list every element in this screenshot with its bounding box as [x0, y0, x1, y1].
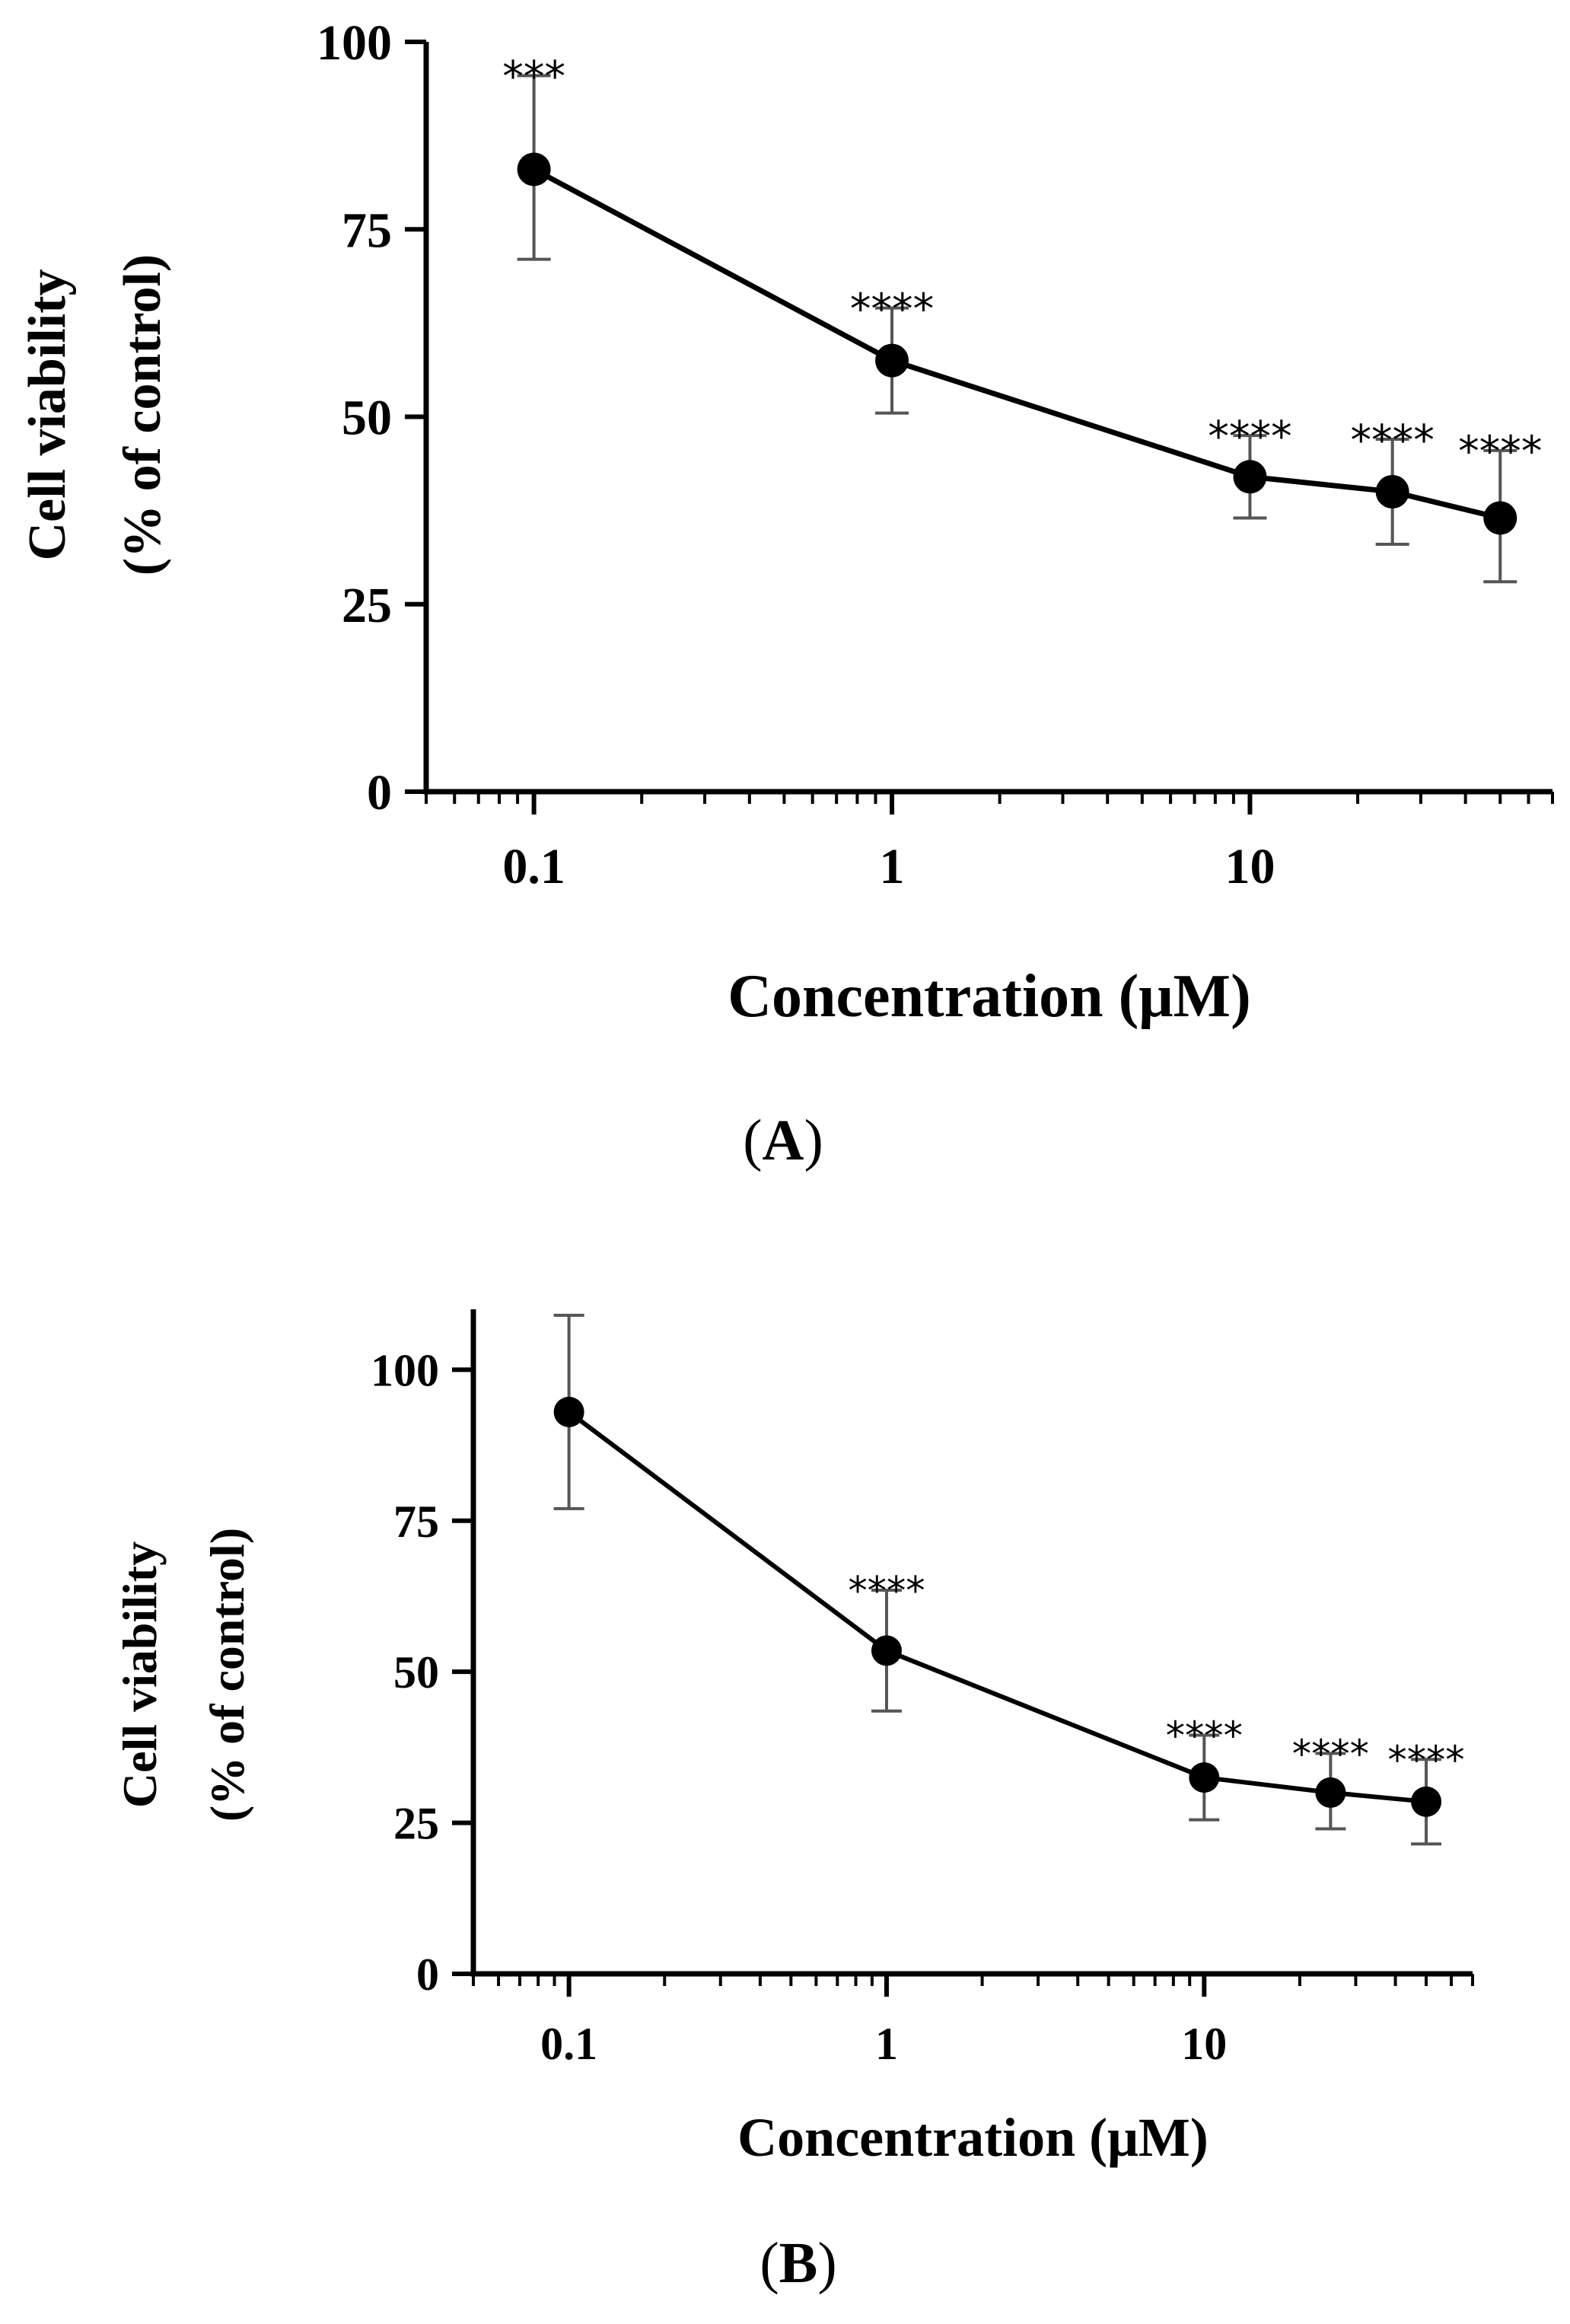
y-tick-label: 50: [393, 1647, 439, 1698]
y-tick-label: 100: [317, 15, 392, 71]
chart-a: 0 25 50 75 100 0.1 1 10 Concentration (μM) Cell v…: [18, 15, 1554, 1030]
x-axis-label: Concentration (μM): [737, 2107, 1209, 2168]
y-tick-label: 25: [393, 1799, 439, 1849]
data-point: [871, 1635, 902, 1666]
significance-label: ****: [1208, 413, 1291, 462]
significance-label: ****: [1350, 416, 1434, 465]
data-point: [1315, 1777, 1346, 1808]
data-point: [1483, 501, 1517, 535]
x-tick-label: 1: [880, 839, 905, 894]
y-tick-label: 75: [342, 202, 392, 258]
panel-label-a: (A): [743, 1108, 823, 1172]
significance-label: ****: [850, 285, 934, 334]
panel-b: 0 25 50 75 100 0.1 1 10 Concentration (μM) Cell v…: [0, 1210, 1570, 2324]
y-tick-label: 25: [342, 578, 392, 633]
data-point: [1233, 460, 1267, 494]
x-tick-label: 0.1: [502, 839, 565, 894]
y-tick-label: 0: [416, 1949, 439, 2000]
significance-label: ****: [1387, 1737, 1464, 1782]
data-point: [1375, 475, 1409, 508]
y-tick-label: 100: [371, 1345, 439, 1395]
significance-label: ****: [1166, 1714, 1243, 1758]
x-tick-label: 10: [1224, 839, 1275, 894]
x-tick-label: 0.1: [540, 2019, 597, 2069]
y-axis-label-line2: (% of control): [113, 254, 172, 576]
data-point: [553, 1396, 584, 1427]
y-axis-label-line1: Cell viability: [18, 269, 77, 560]
y-tick-label: 75: [393, 1497, 439, 1547]
significance-label: ****: [1458, 428, 1542, 477]
y-axis-label-line2: (% of control): [200, 1528, 254, 1822]
significance-label: ****: [848, 1568, 925, 1613]
data-point: [875, 343, 909, 378]
y-axis-label-line1: Cell viability: [113, 1541, 167, 1808]
y-tick-label: 0: [367, 765, 392, 821]
data-point: [1411, 1786, 1442, 1817]
panel-a: 0 25 50 75 100 0.1 1 10 Concentration (μM) Cell v…: [18, 15, 1554, 1172]
panel-label-b: (B): [760, 2231, 837, 2295]
data-point: [517, 152, 551, 186]
chart-b: 0 25 50 75 100 0.1 1 10 Concentration (μM) Cell v…: [113, 1309, 1474, 2168]
x-axis-label: Concentration (μM): [728, 963, 1250, 1030]
significance-label: ***: [502, 53, 565, 102]
series-line: [532, 167, 1502, 521]
y-tick-label: 50: [342, 391, 392, 446]
x-tick-label: 10: [1181, 2019, 1227, 2069]
data-point: [1189, 1762, 1220, 1793]
x-tick-label: 1: [875, 2019, 898, 2069]
significance-label: ****: [1292, 1732, 1369, 1777]
